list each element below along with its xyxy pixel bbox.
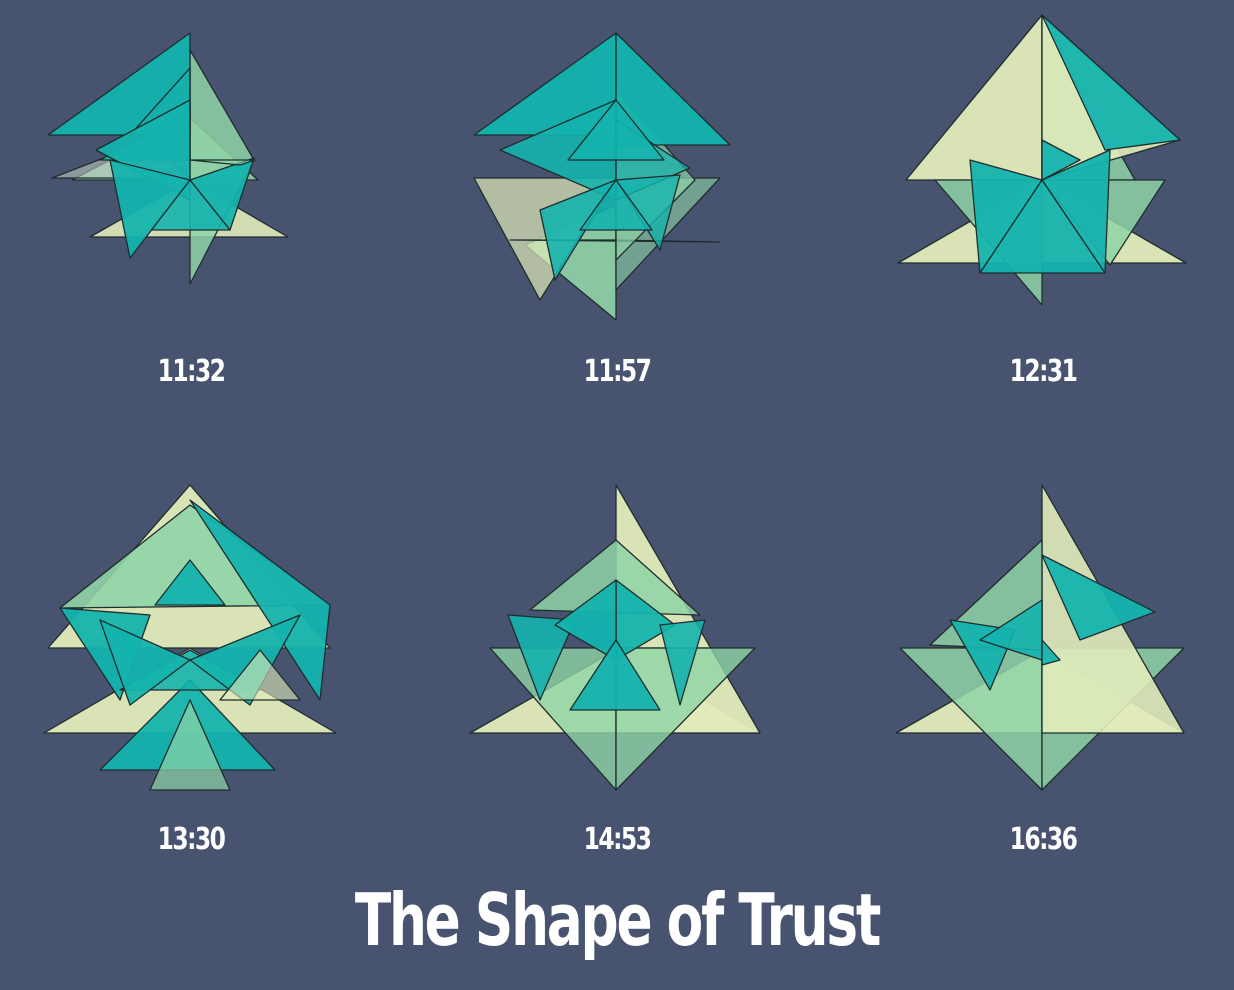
facet-8	[154, 559, 226, 606]
facet-10	[569, 639, 661, 711]
facet-4	[189, 499, 331, 701]
panel-label-1157: 11:57	[583, 354, 652, 389]
facet-11	[109, 159, 191, 259]
facet-5	[1041, 14, 1181, 151]
facet-11	[659, 619, 706, 706]
trust-shape-1330	[43, 484, 337, 791]
trust-shape-1636	[895, 484, 1185, 791]
facet-9	[554, 579, 617, 661]
facet-11	[1041, 139, 1081, 181]
trust-shape-1157	[473, 32, 731, 321]
facet-12	[579, 179, 653, 231]
facet-7	[507, 614, 576, 701]
panel-label-1453: 14:53	[583, 822, 652, 857]
facet-9	[99, 619, 191, 706]
facet-12	[189, 159, 256, 166]
facet-12	[219, 649, 301, 701]
panel-label-1132: 11:32	[157, 354, 226, 389]
page-title: The Shape of Trust	[354, 878, 882, 962]
panel-label-1330: 13:30	[157, 822, 226, 857]
panel-label-1231: 12:31	[1009, 354, 1078, 389]
facet-2	[905, 14, 1043, 181]
facet-10	[979, 179, 1106, 274]
facet-13	[567, 99, 665, 161]
facet-8	[979, 599, 1043, 661]
facet-9	[1041, 639, 1061, 666]
facet-7	[615, 32, 731, 146]
facet-6	[1041, 554, 1156, 641]
facet-11	[149, 699, 231, 791]
trust-shape-1132	[47, 32, 289, 285]
facet-10	[189, 614, 301, 706]
trust-shape-1453	[469, 484, 761, 791]
trust-shape-1231	[897, 14, 1187, 306]
panel-label-1636: 16:36	[1009, 822, 1078, 857]
